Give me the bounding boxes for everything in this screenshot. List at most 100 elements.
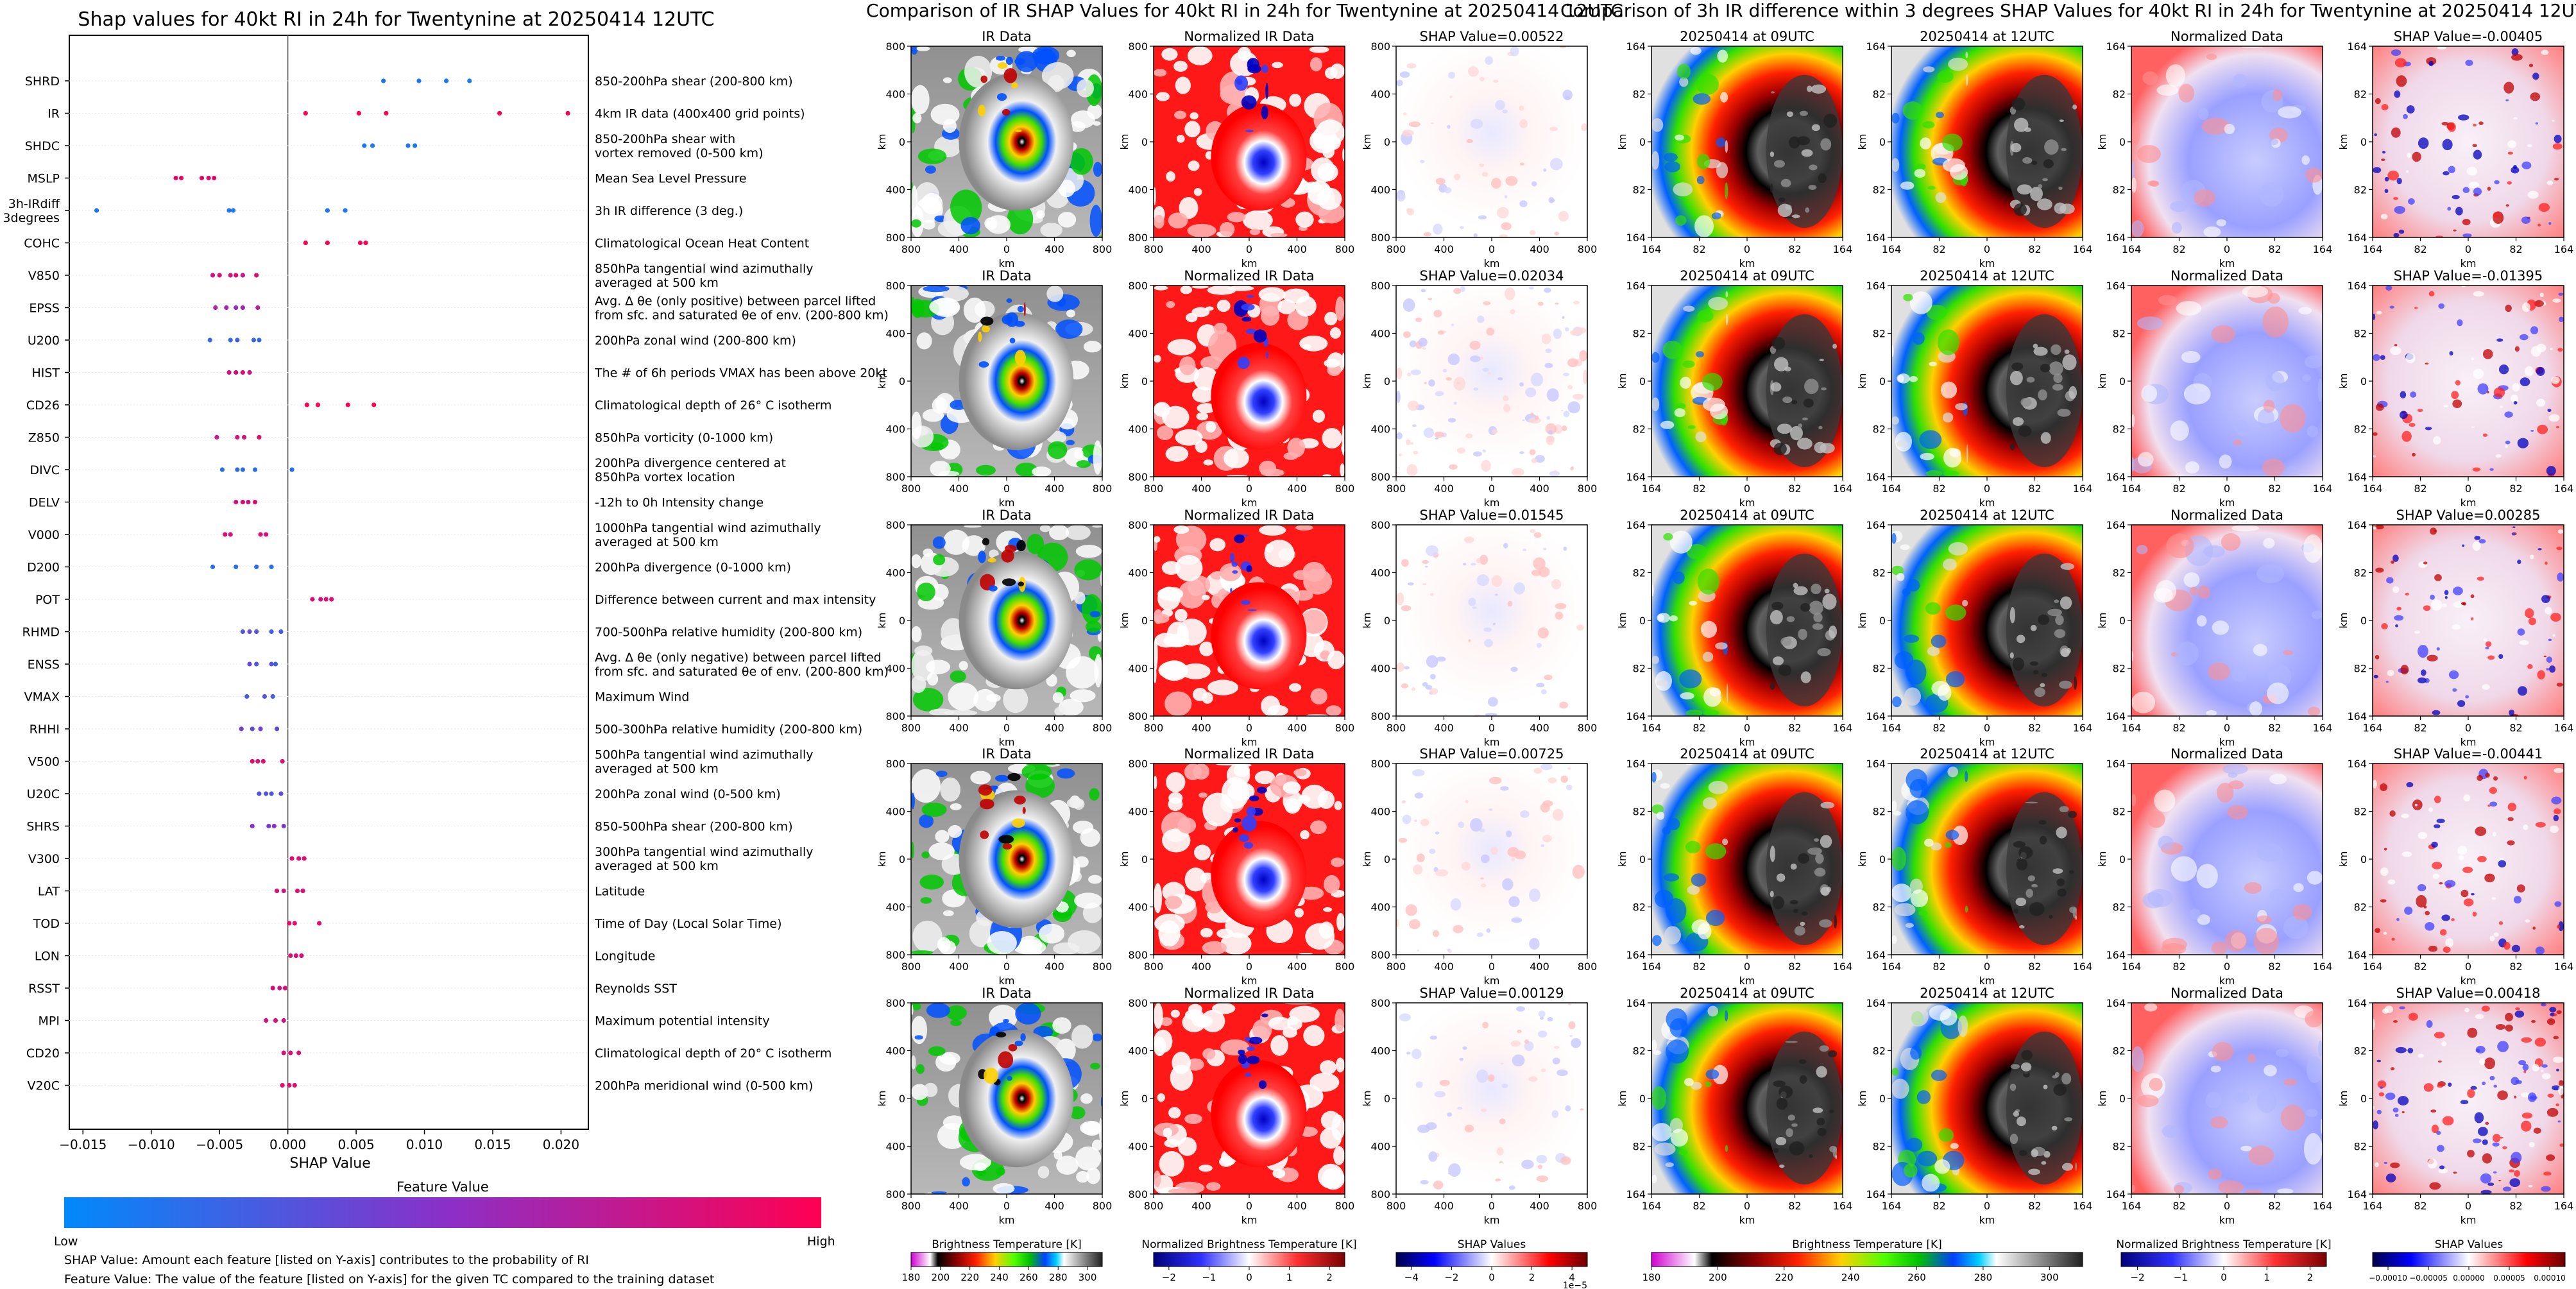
x-tick-label: 800 [1144,482,1164,495]
feature-desc-label: 700-500hPa relative humidity (200-800 km… [595,626,862,640]
texture-blob [1725,1010,1728,1021]
texture-blob [1669,615,1678,622]
texture-blob [1818,425,1823,430]
texture-blob [1453,287,1462,295]
texture-blob [2515,1007,2520,1011]
texture-blob [2016,635,2026,644]
storm-core [1211,821,1307,928]
texture-blob [2520,1120,2532,1132]
texture-blob [2061,1163,2074,1171]
texture-blob [1071,1025,1093,1049]
texture-blob [1468,639,1471,642]
texture-blob [2548,222,2552,225]
y-tick-label: 800 [885,949,905,961]
colorbar-title: Feature Value [397,1179,489,1195]
x-tick-label: 82 [2414,1200,2427,1212]
y-tick-label: 400 [1128,184,1148,196]
texture-blob [1776,873,1786,882]
texture-blob [2467,1089,2475,1098]
texture-blob [1270,1035,1288,1056]
texture-blob [1178,1137,1197,1156]
texture-blob [1245,130,1254,133]
panel-title: SHAP Value=0.00285 [2396,508,2541,523]
texture-blob [2527,663,2533,669]
texture-blob [1800,921,1805,926]
texture-blob [2487,1182,2495,1186]
texture-blob [1505,287,1515,300]
texture-blob [1777,423,1793,434]
texture-blob [1187,46,1213,65]
y-tick-label: 400 [885,901,905,914]
texture-blob [1249,228,1261,235]
texture-blob [2418,832,2427,839]
texture-blob [2552,1085,2561,1091]
texture-blob [2211,941,2228,955]
texture-blob [2460,1100,2469,1105]
panel-title: SHAP Value=0.02034 [1420,268,1564,284]
texture-blob [1156,425,1173,441]
shap-point [371,402,377,407]
texture-blob [1819,1045,1829,1052]
x-tick-label: 164 [1833,722,1853,734]
y-axis-label: km [1856,134,1868,150]
feature-desc-label: 200hPa divergence (0-1000 km) [595,561,791,575]
texture-blob [2052,384,2063,391]
shap-point [270,694,275,699]
feature-desc-label: 200hPa zonal wind (0-500 km) [595,787,781,801]
texture-blob [2189,586,2198,596]
texture-blob [1776,1097,1788,1110]
texture-blob [1906,769,1927,791]
panel-title: Normalized IR Data [1184,746,1314,762]
texture-blob [1173,60,1188,72]
texture-blob [2532,926,2536,930]
texture-blob [1494,593,1498,596]
texture-blob [922,409,944,422]
texture-blob [1548,777,1557,783]
texture-blob [1674,408,1686,418]
texture-blob [921,802,947,817]
texture-blob [1090,1063,1100,1070]
texture-blob [2485,773,2490,778]
texture-blob [2028,1168,2040,1175]
texture-blob [1725,313,1728,326]
y-tick-label: 400 [885,328,905,340]
texture-blob [2472,467,2481,472]
shap-point [260,758,266,764]
texture-blob [1429,1036,1438,1040]
y-tick-label: 164 [1866,40,1886,53]
texture-blob [2514,1011,2525,1018]
colorbar-tick-label: 260 [1019,1272,1038,1283]
texture-blob [1485,56,1493,65]
texture-blob [1074,559,1102,581]
texture-blob [1076,1171,1089,1183]
texture-blob [2432,873,2440,880]
texture-blob [1087,103,1102,119]
x-tick-label: 800 [1093,960,1113,973]
texture-blob [1511,468,1524,477]
x-tick-label: 400 [1530,1200,1549,1212]
x-tick-label: 164 [2363,482,2383,495]
texture-blob [1948,542,1968,556]
texture-blob [2026,889,2034,898]
texture-blob [1904,687,1921,706]
texture-blob [1558,210,1569,222]
texture-blob [1651,1039,1657,1052]
texture-blob [2018,1150,2027,1156]
texture-blob [1168,212,1188,229]
texture-blob [1501,1083,1508,1088]
shap-point [234,305,239,311]
texture-blob [1245,1036,1250,1042]
texture-blob [1199,641,1214,656]
texture-blob [937,220,966,237]
shap-point [250,823,255,829]
texture-blob [2042,178,2049,182]
shap-point [296,1050,302,1055]
texture-blob [2387,879,2396,885]
x-tick-label: 0 [2224,243,2230,255]
feature-code-label: V20C [28,1079,60,1093]
texture-blob [1482,368,1489,372]
texture-blob [2038,614,2050,626]
texture-blob [1451,323,1454,327]
left-title: Shap values for 40kt RI in 24h for Twent… [78,8,714,31]
y-tick-label: 400 [1128,663,1148,675]
